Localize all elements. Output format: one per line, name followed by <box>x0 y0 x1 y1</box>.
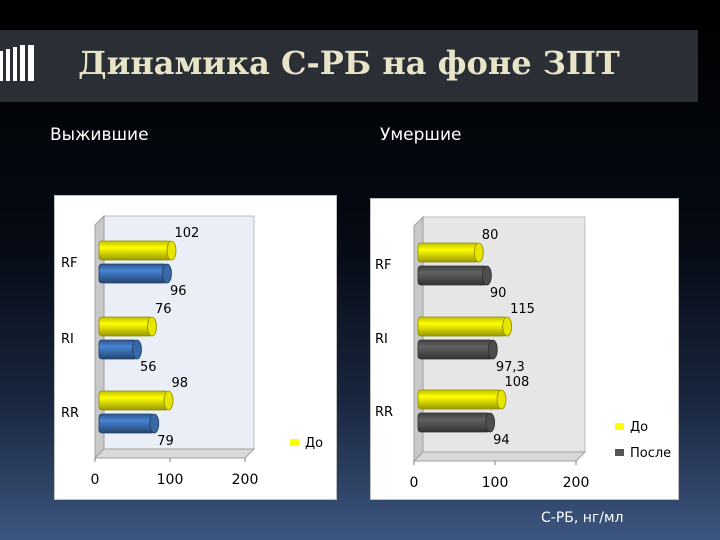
survivors-chart: 0 100 200 RF 102 96 RI 76 56 RR 98 79 До <box>61 214 323 488</box>
data-label: 76 <box>155 302 172 317</box>
data-label: 97,3 <box>496 360 525 375</box>
bar <box>98 390 169 411</box>
x-tick-label: 100 <box>482 475 509 491</box>
bar-end-cap <box>487 339 498 360</box>
bar <box>98 240 172 261</box>
title-bar <box>0 30 698 102</box>
bar <box>98 263 168 284</box>
category-label: RI <box>375 332 388 347</box>
bar-end-cap <box>473 242 484 263</box>
bar <box>417 242 480 263</box>
plot-floor <box>93 448 256 459</box>
bar <box>98 339 138 360</box>
x-tick-label: 200 <box>563 475 590 491</box>
bar-end-cap <box>149 413 160 434</box>
x-tick-label: 0 <box>91 472 100 488</box>
bar <box>417 412 491 433</box>
plot-floor <box>412 451 587 462</box>
legend-label: До <box>630 420 648 435</box>
bar <box>98 413 155 434</box>
unit-footnote: С-РБ, нг/мл <box>541 510 624 526</box>
data-label: 98 <box>172 376 189 391</box>
slide-title: Динамика С-РБ на фоне ЗПТ <box>78 44 620 82</box>
x-tick-label: 100 <box>157 472 184 488</box>
survivors-heading: Выжившие <box>50 125 149 145</box>
bar <box>417 339 494 360</box>
x-tick-label: 200 <box>232 472 259 488</box>
bar <box>417 265 488 286</box>
bar-end-cap <box>162 263 172 284</box>
stripes-decoration <box>0 45 34 81</box>
category-label: RR <box>61 406 79 421</box>
bar-end-cap <box>166 240 177 261</box>
bar-end-cap <box>485 412 496 433</box>
bar <box>417 316 508 337</box>
data-label: 94 <box>493 433 510 448</box>
data-label: 108 <box>504 375 529 390</box>
bar-end-cap <box>502 316 513 337</box>
deceased-chart-panel: 0 100 200 RF 80 90 RI 115 97,3 RR 108 94 До После <box>370 198 679 500</box>
data-label: 79 <box>157 434 174 449</box>
data-label: 102 <box>175 226 200 241</box>
legend-swatch <box>290 439 299 446</box>
category-label: RF <box>61 256 78 271</box>
x-tick-label: 0 <box>410 475 419 491</box>
data-label: 90 <box>490 286 507 301</box>
bar-end-cap <box>132 339 142 360</box>
data-label: 80 <box>482 228 499 243</box>
data-label: 96 <box>170 284 187 299</box>
category-label: RI <box>61 332 74 347</box>
legend-swatch <box>615 449 624 456</box>
bar-end-cap <box>496 389 507 410</box>
data-label: 115 <box>510 302 535 317</box>
bar <box>417 389 502 410</box>
bar-end-cap <box>482 265 492 286</box>
category-label: RR <box>375 405 393 420</box>
bar-end-cap <box>163 390 174 411</box>
bar-end-cap <box>147 316 157 337</box>
survivors-chart-panel: 0 100 200 RF 102 96 RI 76 56 RR 98 79 До <box>54 195 337 500</box>
deceased-heading: Умершие <box>380 125 462 145</box>
bar <box>98 316 153 337</box>
legend-label: До <box>305 436 323 451</box>
category-label: RF <box>375 258 392 273</box>
data-label: 56 <box>140 360 157 375</box>
legend-label: После <box>630 446 671 461</box>
legend-swatch <box>615 423 624 430</box>
deceased-chart: 0 100 200 RF 80 90 RI 115 97,3 RR 108 94 До После <box>375 215 671 491</box>
